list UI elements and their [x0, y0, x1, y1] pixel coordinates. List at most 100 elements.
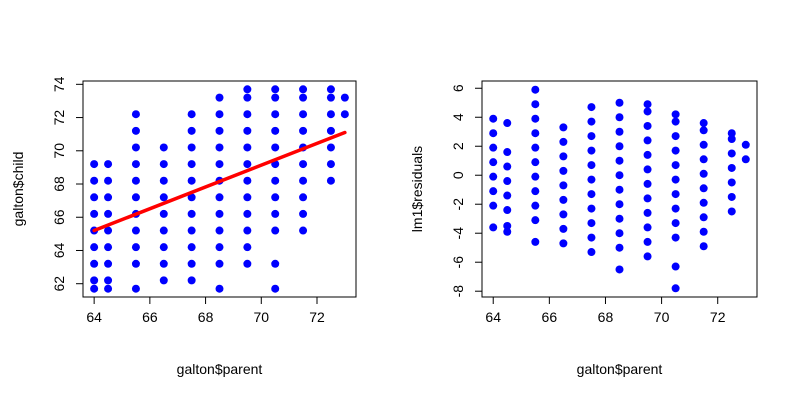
- panel0-data-point: [104, 243, 113, 252]
- panel1-data-point: [531, 114, 540, 123]
- panel0-data-point: [243, 143, 252, 152]
- panel0-data-point: [187, 126, 196, 135]
- panel0-data-point: [131, 193, 140, 202]
- panel0-data-point: [131, 176, 140, 185]
- panel1-data-point: [531, 216, 540, 225]
- panel0-data-point: [299, 160, 308, 169]
- panel0-data-point: [159, 243, 168, 252]
- panel1-data-point: [531, 172, 540, 181]
- panel0-data-point: [131, 259, 140, 268]
- panel1-data-point: [643, 150, 652, 159]
- panel1-y-axis-title: lm1$residuals: [409, 146, 425, 232]
- panel1-data-point: [615, 156, 624, 165]
- panel0-data-point: [215, 126, 224, 135]
- panel1-data-point: [727, 163, 736, 172]
- scatter-panel-child-vs-parent: 64 66 68 70 72 62 64 66 68 70 72 74 galton$parent gal…: [10, 76, 357, 377]
- panel0-data-point: [131, 226, 140, 235]
- panel0-data-point: [326, 126, 335, 135]
- panel0-data-point: [243, 193, 252, 202]
- panel1-data-point: [503, 177, 512, 186]
- panel1-data-point: [503, 162, 512, 171]
- panel0-data-point: [243, 93, 252, 102]
- panel0-data-point: [215, 259, 224, 268]
- panel1-y-tick-label: 2: [450, 142, 466, 150]
- panel1-data-point: [559, 210, 568, 219]
- panel0-data-point: [299, 176, 308, 185]
- panel1-data-point: [671, 161, 680, 170]
- panel0-data-point: [104, 259, 113, 268]
- panel1-data-point: [727, 207, 736, 216]
- panel0-data-point: [271, 259, 280, 268]
- panel0-data-point: [243, 209, 252, 218]
- panel1-data-point: [643, 208, 652, 217]
- panel1-data-point: [559, 224, 568, 233]
- panel0-data-point: [159, 160, 168, 169]
- panel0-y-tick-label: 72: [51, 110, 67, 126]
- panel0-data-point: [187, 276, 196, 285]
- panel1-data-point: [643, 136, 652, 145]
- panel0-data-point: [243, 126, 252, 135]
- panel0-data-point: [159, 226, 168, 235]
- panel0-x-axis-title: galton$parent: [177, 361, 263, 377]
- panel0-data-point: [215, 284, 224, 293]
- panel0-data-point: [159, 259, 168, 268]
- panel1-data-point: [699, 169, 708, 178]
- panel0-data-point: [299, 226, 308, 235]
- panel1-y-tick-label: -8: [450, 285, 466, 298]
- panel0-data-point: [104, 160, 113, 169]
- panel1-data-point: [615, 265, 624, 274]
- panel0-data-point: [90, 284, 99, 293]
- panel1-y-tick-label: 6: [450, 84, 466, 92]
- panel0-data-point: [159, 193, 168, 202]
- panel0-data-point: [299, 126, 308, 135]
- panel0-data-point: [215, 209, 224, 218]
- panel0-y-axis-title: galton$child: [10, 152, 26, 227]
- panel0-data-point: [271, 143, 280, 152]
- panel1-data-point: [503, 206, 512, 215]
- panel1-data-point: [615, 98, 624, 107]
- panel1-data-point: [587, 132, 596, 141]
- panel0-data-point: [271, 110, 280, 119]
- panel1-y-tick-label: -4: [450, 227, 466, 240]
- panel1-data-point: [643, 165, 652, 174]
- panel0-data-point: [131, 143, 140, 152]
- panel1-x-tick-label: 68: [598, 309, 614, 325]
- panel1-data-point: [531, 201, 540, 210]
- panel1-data-point: [587, 190, 596, 199]
- panel1-data-point: [741, 155, 750, 164]
- panel0-data-point: [271, 85, 280, 94]
- panel1-data-point: [727, 192, 736, 201]
- panel1-y-tick-label: -2: [450, 198, 466, 211]
- panel0-data-point: [215, 226, 224, 235]
- scatter-panel-residuals-vs-parent: 64 66 68 70 72 -8 -6 -4 -2 0 2 4 6 galton$parent lm1$r…: [409, 80, 758, 377]
- panel1-data-point: [559, 166, 568, 175]
- panel1-y-tick-label: 0: [450, 171, 466, 179]
- panel1-data-point: [643, 179, 652, 188]
- panel1-data-point: [699, 140, 708, 149]
- panel0-y-tick-label: 66: [51, 209, 67, 225]
- panel0-data-point: [271, 126, 280, 135]
- panel1-data-point: [671, 219, 680, 228]
- panel1-y-tick-label: 4: [450, 113, 466, 121]
- panel1-data-point: [587, 117, 596, 126]
- panel1-x-tick-label: 72: [710, 309, 726, 325]
- panel0-data-point: [104, 176, 113, 185]
- panel0-data-point: [104, 209, 113, 218]
- panel1-data-point: [699, 213, 708, 222]
- panel0-data-point: [90, 276, 99, 285]
- panel1-data-point: [531, 237, 540, 246]
- panel1-data-point: [615, 200, 624, 209]
- panel1-data-point: [671, 284, 680, 293]
- panel1-data-point: [699, 227, 708, 236]
- panel0-data-point: [326, 93, 335, 102]
- panel0-data-point: [243, 226, 252, 235]
- panel0-data-point: [243, 110, 252, 119]
- panel0-regression-line: [92, 130, 347, 233]
- panel0-data-point: [159, 176, 168, 185]
- panel0-data-point: [187, 259, 196, 268]
- panel1-data-point: [643, 194, 652, 203]
- panel0-data-point: [131, 110, 140, 119]
- panel1-data-point: [587, 204, 596, 213]
- panel0-data-point: [90, 176, 99, 185]
